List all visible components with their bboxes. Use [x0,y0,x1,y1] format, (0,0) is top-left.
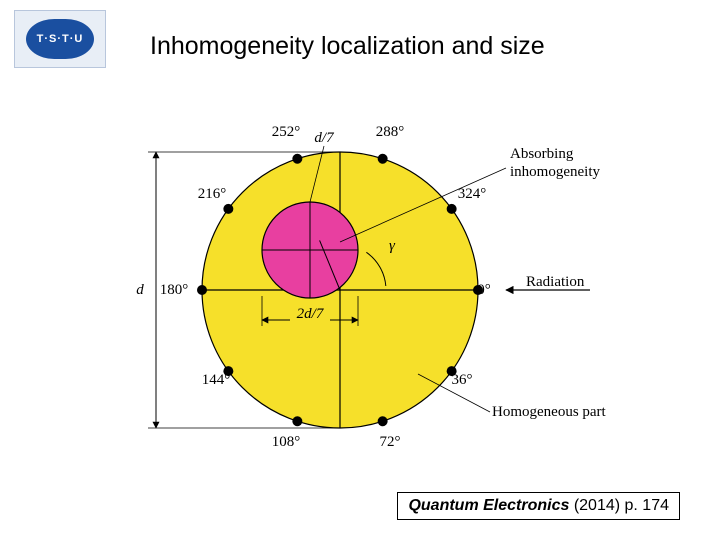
svg-text:d: d [136,282,144,298]
logo-text: T·S·T·U [26,19,94,59]
svg-text:144°: 144° [202,372,231,388]
svg-text:252°: 252° [272,124,301,140]
svg-text:inhomogeneity: inhomogeneity [510,164,600,180]
svg-text:36°: 36° [452,372,473,388]
citation-journal: Quantum Electronics [408,497,569,514]
citation-box: Quantum Electronics (2014) p. 174 [397,492,680,520]
svg-text:0°: 0° [477,282,491,298]
svg-text:108°: 108° [272,434,301,450]
svg-text:Absorbing: Absorbing [510,146,574,162]
logo-badge: T·S·T·U [14,10,106,68]
svg-text:72°: 72° [380,434,401,450]
svg-text:2d/7: 2d/7 [297,306,325,322]
citation-rest: (2014) p. 174 [569,497,669,514]
svg-text:d/7: d/7 [314,130,335,146]
svg-text:216°: 216° [198,186,227,202]
svg-text:Radiation: Radiation [526,274,585,290]
page-title: Inhomogeneity localization and size [150,32,545,61]
svg-text:288°: 288° [376,124,405,140]
svg-text:180°: 180° [160,282,189,298]
inhomogeneity-diagram: dγ0°36°72°108°144°180°216°252°288°324°2d… [110,102,620,462]
svg-text:324°: 324° [458,186,487,202]
svg-text:Homogeneous part: Homogeneous part [492,404,607,420]
